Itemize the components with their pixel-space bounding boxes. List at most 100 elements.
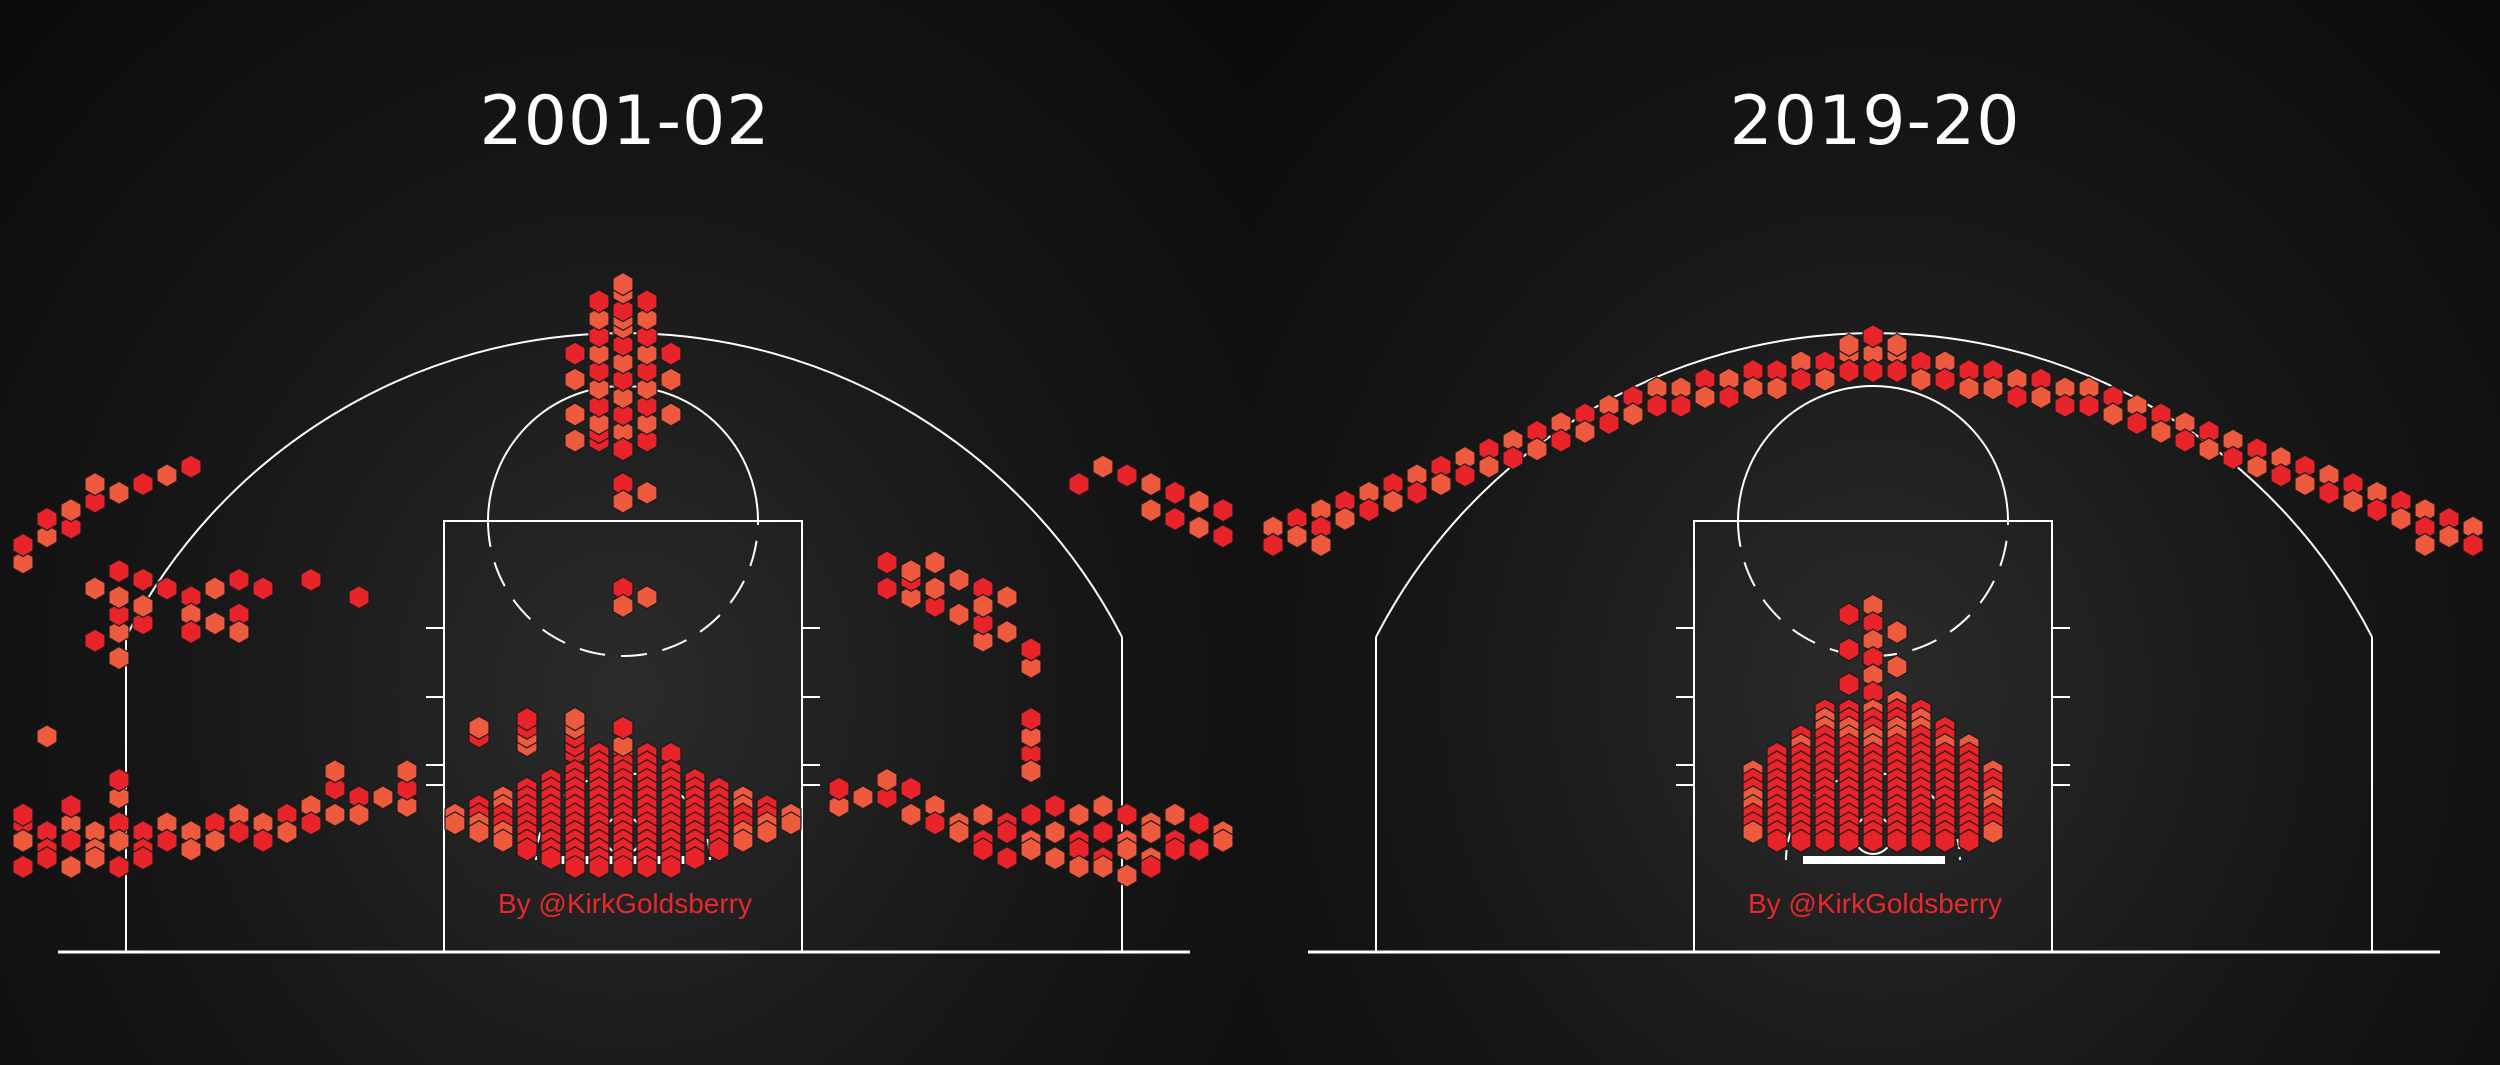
hexbin-left-317 <box>564 402 586 427</box>
hexbin-left-316 <box>636 411 658 436</box>
hexbin-left-248 <box>1020 802 1042 827</box>
chart-title-right: 2019-20 <box>1729 82 2021 161</box>
hexbin-left-220 <box>132 593 154 619</box>
hexbin-right-138 <box>1742 819 1764 845</box>
hexbin-left-132 <box>684 846 706 871</box>
hexbin-left-144 <box>636 480 658 505</box>
hexbin-right-255 <box>1334 506 1356 532</box>
hexbin-left-269 <box>1212 828 1234 853</box>
hexbin-left-311 <box>900 558 922 584</box>
hexbin-left-340 <box>636 306 658 331</box>
hexbin-right-264 <box>1550 428 1572 453</box>
hexbin-left-138 <box>612 732 634 758</box>
hexbin-left-337 <box>564 341 586 366</box>
hexbin-right-261 <box>1478 454 1500 479</box>
hexbin-left-183 <box>108 828 130 853</box>
hexbin-left-226 <box>204 576 226 601</box>
hexbin-right-154 <box>1886 828 1908 853</box>
hexbin-left-117 <box>516 837 538 862</box>
hexbin-left-299 <box>972 611 994 636</box>
hexbin-left-358 <box>60 498 82 523</box>
hexbin-left-330 <box>588 341 610 366</box>
hexbin-right-269 <box>1670 393 1692 418</box>
hexbin-left-154 <box>396 776 418 801</box>
hexbin-left-156 <box>324 776 346 801</box>
hexbin-left-371 <box>1140 471 1162 497</box>
hexbin-right-317 <box>1838 332 1860 358</box>
hexbin-left-179 <box>204 828 226 853</box>
hexbin-left-145 <box>612 489 634 514</box>
hexbin-left-212 <box>396 759 418 784</box>
hexbin-right-296 <box>2318 480 2340 505</box>
court-lines-left <box>58 332 1190 954</box>
hexbin-left-272 <box>1020 837 1042 862</box>
hexbin-left-278 <box>1164 837 1186 862</box>
hexbin-left-341 <box>612 297 634 323</box>
hexbin-left-318 <box>660 402 682 427</box>
hexbin-left-332 <box>612 332 634 358</box>
hexbin-left-93 <box>468 819 490 845</box>
hexbin-right-256 <box>1358 498 1380 523</box>
hexbin-left-343 <box>588 289 610 314</box>
hexbin-left-254 <box>1164 802 1186 827</box>
chart-panel-right: 2019-20 By @KirkGoldsberry <box>1250 0 2500 1065</box>
hexbin-left-216 <box>84 628 106 653</box>
hexbin-left-177 <box>252 828 274 853</box>
hexbin-left-315 <box>588 411 610 436</box>
chart-title-left: 2001-02 <box>479 82 771 161</box>
hexbin-left-314 <box>612 402 634 427</box>
hexbin-right-273 <box>1766 376 1788 401</box>
hexbin-left-390 <box>1140 498 1162 523</box>
hexbin-left-271 <box>996 846 1018 871</box>
hexbin-left-354 <box>12 532 34 558</box>
hexbin-left-242 <box>876 767 898 793</box>
hexbin-right-291 <box>2198 437 2220 462</box>
hexbin-left-356 <box>60 515 82 540</box>
hexbin-right-287 <box>2102 402 2124 427</box>
hexbin-right-153 <box>1862 828 1884 853</box>
hexbin-left-276 <box>1116 837 1138 862</box>
hexbin-left-300 <box>948 602 970 627</box>
hexbin-right-253 <box>1286 524 1308 549</box>
hexbin-left-181 <box>156 828 178 853</box>
hexbin-right-150 <box>1790 828 1812 853</box>
hexbins-right <box>1262 324 2484 853</box>
hexbin-right-292 <box>2222 445 2244 471</box>
hexbin-left-321 <box>612 384 634 410</box>
hexbin-left-352 <box>12 550 34 575</box>
hexbin-left-176 <box>276 819 298 845</box>
hexbin-right-262 <box>1502 445 1524 471</box>
hexbin-left-214 <box>36 724 58 749</box>
hexbin-left-234 <box>228 619 250 645</box>
hexbin-left-258 <box>948 819 970 845</box>
hexbin-left-303 <box>876 576 898 601</box>
hexbin-left-187 <box>12 828 34 853</box>
hexbin-left-313 <box>924 550 946 575</box>
hexbin-left-293 <box>1020 724 1042 749</box>
hexbin-left-185 <box>60 828 82 853</box>
hexbin-right-299 <box>2390 506 2412 532</box>
hexbin-left-191 <box>108 854 130 880</box>
credit-left: By @KirkGoldsberry <box>497 888 753 919</box>
hexbin-right-279 <box>1910 367 1932 392</box>
hexbin-right-3 <box>1886 619 1908 645</box>
hexbin-left-249 <box>1044 793 1066 819</box>
hexbin-left-10 <box>564 706 586 732</box>
hexbin-left-141 <box>636 585 658 610</box>
hexbin-right-302 <box>2462 532 2484 558</box>
hexbin-left-219 <box>108 602 130 627</box>
hexbin-right-149 <box>1766 828 1788 853</box>
hexbin-left-192 <box>84 846 106 871</box>
hexbin-right-276 <box>1838 358 1860 384</box>
hexbin-left-195 <box>12 854 34 880</box>
hexbin-left-137 <box>660 854 682 880</box>
hexbin-left-194 <box>36 846 58 871</box>
hexbin-left-331 <box>636 341 658 366</box>
hexbin-left-280 <box>1116 863 1138 888</box>
hexbin-left-239 <box>828 776 850 801</box>
shot-chart-left <box>12 271 1234 954</box>
hexbin-left-334 <box>588 324 610 349</box>
hexbin-left-324 <box>612 367 634 392</box>
hexbin-left-255 <box>1188 811 1210 836</box>
hexbin-right-288 <box>2126 411 2148 436</box>
